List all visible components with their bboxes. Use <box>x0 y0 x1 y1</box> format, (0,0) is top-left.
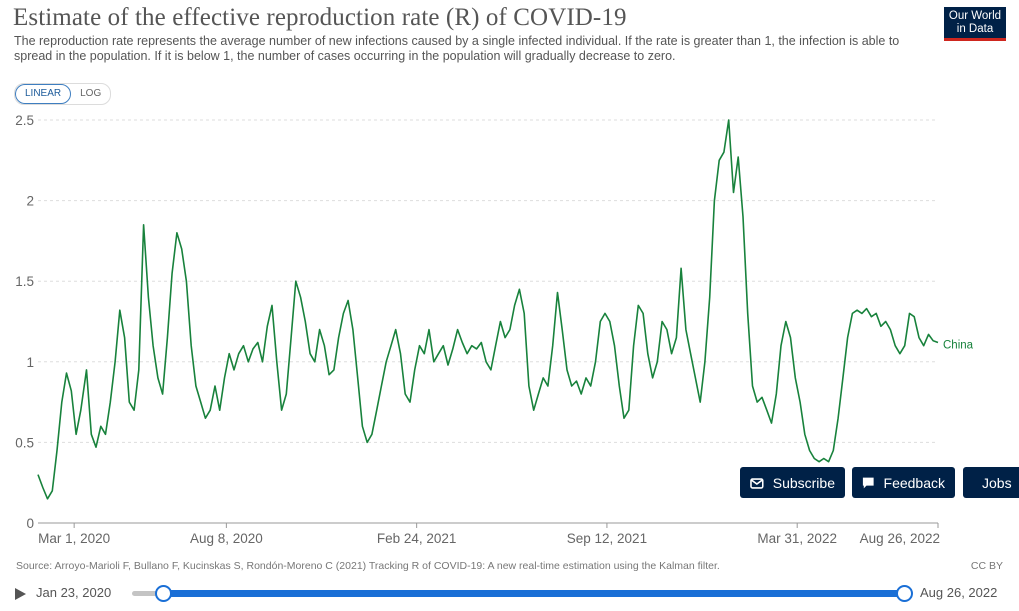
series-layer: China <box>37 119 974 500</box>
envelope-icon <box>750 477 764 489</box>
jobs-label: Jobs <box>982 474 1012 491</box>
y-tick-label: 2.5 <box>15 113 34 128</box>
timeline-end-label: Aug 26, 2022 <box>920 585 998 600</box>
source-note: Source: Arroyo-Marioli F, Bullano F, Kuc… <box>16 560 720 572</box>
subscribe-button[interactable]: Subscribe <box>740 467 845 498</box>
line-chart: 0 0.5 1 1.5 2 2.5 Mar 1, 2020 Aug 8, 2020 Feb 2… <box>15 113 974 546</box>
y-tick-label: 1.5 <box>15 274 34 289</box>
y-tick-label: 0 <box>26 516 34 531</box>
grid-lines <box>38 119 938 524</box>
comment-icon <box>862 477 874 488</box>
linear-scale-button[interactable]: LINEAR <box>15 84 72 104</box>
x-tick-label: Mar 31, 2022 <box>757 531 837 546</box>
y-axis-ticks: 0 0.5 1 1.5 2 2.5 <box>15 113 34 531</box>
series-label-china: China <box>943 339 974 351</box>
log-scale-button[interactable]: LOG <box>80 88 102 99</box>
jobs-button[interactable]: Jobs <box>963 467 1019 498</box>
play-icon[interactable] <box>15 588 26 600</box>
y-tick-label: 0.5 <box>15 435 34 450</box>
scale-toggle: LINEAR LOG <box>14 83 112 105</box>
subscribe-label: Subscribe <box>772 474 835 491</box>
chart-title: Estimate of the effective reproduction r… <box>13 4 627 31</box>
owid-logo[interactable]: Our World in Data <box>944 7 1006 41</box>
timeline-start-label: Jan 23, 2020 <box>36 585 112 600</box>
timeline-end-handle[interactable] <box>896 585 913 602</box>
timeline-selected-range[interactable] <box>163 590 905 597</box>
logo-line-2: in Data <box>956 22 994 35</box>
x-tick-label: Aug 8, 2020 <box>190 531 263 546</box>
logo-line-1: Our World <box>948 10 1002 22</box>
feedback-button[interactable]: Feedback <box>852 467 955 498</box>
timeline-track[interactable] <box>132 591 158 596</box>
x-tick-label: Mar 1, 2020 <box>38 531 110 546</box>
chart-subtitle: The reproduction rate represents the ave… <box>14 34 900 63</box>
feedback-label: Feedback <box>883 474 945 491</box>
x-tick-label: Sep 12, 2021 <box>567 531 647 546</box>
series-line-china <box>37 119 939 500</box>
timeline-start-handle[interactable] <box>155 585 172 602</box>
x-tick-label: Aug 26, 2022 <box>860 531 940 546</box>
timeline: Jan 23, 2020 Aug 26, 2022 <box>0 578 1019 608</box>
y-tick-label: 2 <box>26 194 34 209</box>
license-link[interactable]: CC BY <box>970 560 1003 572</box>
x-tick-label: Feb 24, 2021 <box>377 531 457 546</box>
x-axis-ticks: Mar 1, 2020 Aug 8, 2020 Feb 24, 2021 Sep 12… <box>38 523 940 546</box>
y-tick-label: 1 <box>26 355 34 370</box>
